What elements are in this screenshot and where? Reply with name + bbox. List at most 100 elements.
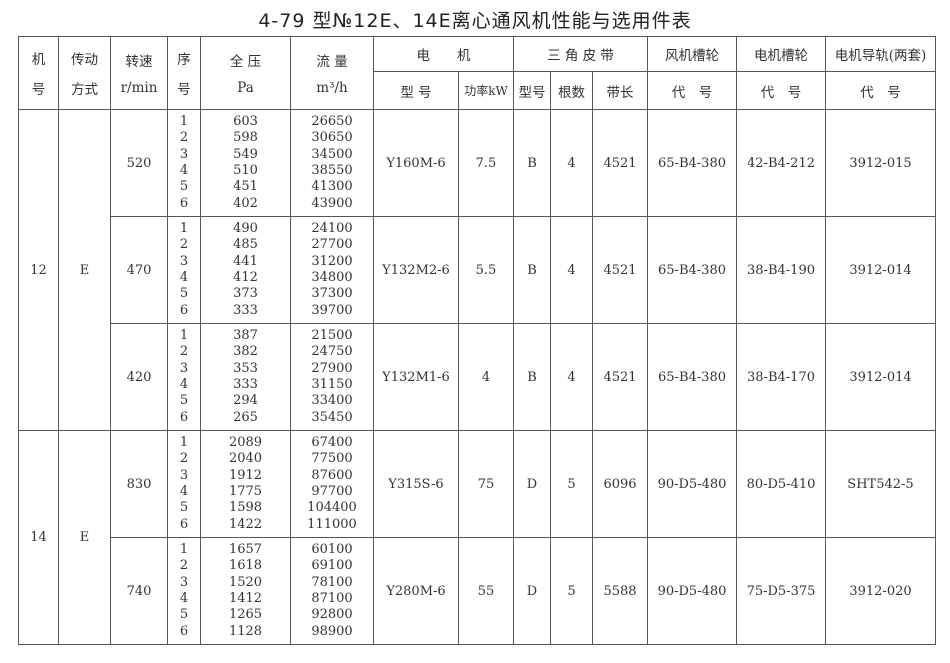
flow-cell-value: 27900: [311, 360, 353, 376]
seq-cell-value: 5: [179, 393, 189, 409]
seq-cell-value: 6: [179, 195, 189, 211]
flow-cell-value: 33400: [311, 393, 353, 409]
seq-cell-value: 4: [179, 377, 189, 392]
belt-type-cell: D: [513, 430, 551, 538]
flow-cell-value: 92800: [311, 607, 353, 623]
pressure-cell-value: 1412: [228, 591, 263, 606]
flow-cell-value: 41300: [311, 179, 353, 195]
pressure-cell-value: 333: [233, 377, 258, 392]
seq-cell-value: 1: [179, 435, 189, 451]
pressure-cell-value: 387: [233, 328, 258, 344]
pressure-cell-list: 1657 1618 1520 1412 1265 1128: [201, 542, 290, 640]
pressure-cell-value: 1657: [228, 542, 263, 558]
header-motor-pulley: 电机槽轮: [736, 36, 826, 72]
pressure-cell-value: 1598: [228, 500, 263, 516]
header-speed: 转速 r/min: [110, 36, 168, 110]
pressure-cell-value: 451: [233, 179, 258, 195]
flow-cell-value: 35450: [311, 409, 353, 425]
seq-cell-value: 2: [179, 130, 189, 146]
belt-count-cell: 4: [550, 109, 593, 217]
table-row: 420 1 2 3 4 5 6 387 382 353 333 294 265 21500 24750 279…: [19, 323, 936, 431]
pressure-cell-value: 2040: [228, 451, 263, 467]
pressure-cell-value: 373: [233, 286, 258, 302]
flow-cell-value: 31150: [311, 377, 353, 392]
seq-cell-value: 1: [179, 542, 189, 558]
header-belt-length: 带长: [592, 71, 648, 110]
header-motor-model: 型 号: [373, 71, 459, 110]
motor-rail-cell: 3912-015: [825, 109, 936, 217]
belt-count-cell: 5: [550, 430, 593, 538]
header-motor-rail-code: 代 号: [825, 71, 936, 110]
pressure-cell-value: 1775: [228, 484, 263, 499]
motor-model-cell: Y280M-6: [373, 537, 459, 645]
belt-count-cell: 5: [550, 537, 593, 645]
flow-cell: 67400 77500 87600 97700 104400 111000: [290, 430, 374, 538]
fan-pulley-cell: 65-B4-380: [647, 109, 737, 217]
belt-length-cell: 4521: [592, 109, 648, 217]
flow-cell-value: 98900: [311, 623, 353, 639]
motor-power-cell: 7.5: [458, 109, 514, 217]
flow-cell-list: 26650 30650 34500 38550 41300 43900: [291, 114, 373, 212]
pressure-cell-list: 490 485 441 412 373 333: [201, 221, 290, 319]
pressure-cell-value: 412: [233, 270, 258, 285]
pressure-cell-value: 1912: [228, 467, 263, 483]
pressure-cell: 2089 2040 1912 1775 1598 1422: [200, 430, 291, 538]
motor-power-cell: 55: [458, 537, 514, 645]
flow-cell-value: 69100: [311, 558, 353, 574]
flow-cell-value: 21500: [311, 328, 353, 344]
speed-cell: 830: [110, 430, 168, 538]
table-row: 740 1 2 3 4 5 6 1657 1618 1520 1412 1265 1128 60100 69…: [19, 537, 936, 645]
table-row: 12 E 520 1 2 3 4 5 6 603 598 549 510 451 402 26650 30650…: [18, 109, 936, 431]
speed-cell: 520: [110, 109, 168, 217]
pressure-cell-list: 603 598 549 510 451 402: [201, 114, 290, 212]
motor-pulley-cell: 42-B4-212: [736, 109, 826, 217]
flow-cell: 60100 69100 78100 87100 92800 98900: [290, 537, 374, 645]
motor-rail-cell: 3912-014: [825, 216, 936, 324]
fan-pulley-cell: 90-D5-480: [647, 537, 737, 645]
machine-no-cell: 12: [18, 109, 59, 431]
flow-cell: 24100 27700 31200 34800 37300 39700: [290, 216, 374, 324]
header-motor: 电 机: [373, 36, 514, 72]
belt-type-cell: B: [513, 323, 551, 431]
flow-cell-value: 78100: [311, 574, 353, 590]
pressure-cell: 1657 1618 1520 1412 1265 1128: [200, 537, 291, 645]
header-fan-pulley: 风机槽轮: [647, 36, 737, 72]
header-fan-pulley-code: 代 号: [647, 71, 737, 110]
header-belt-count: 根数: [550, 71, 593, 110]
seq-cell-value: 6: [179, 409, 189, 425]
seq-cell-value: 5: [179, 179, 189, 195]
fan-pulley-cell: 65-B4-380: [647, 323, 737, 431]
pressure-cell-value: 485: [233, 237, 258, 253]
drive-cell: E: [58, 430, 111, 645]
flow-cell-value: 67400: [311, 435, 353, 451]
seq-cell-value: 2: [179, 451, 189, 467]
header-machine-no: 机号: [18, 36, 59, 110]
flow-cell-value: 60100: [311, 542, 353, 558]
seq-cell-value: 5: [179, 286, 189, 302]
flow-cell-value: 104400: [307, 500, 357, 516]
flow-cell-value: 34500: [311, 146, 353, 162]
pressure-cell-value: 402: [233, 195, 258, 211]
flow-cell-value: 34800: [311, 270, 353, 285]
flow-cell-value: 97700: [311, 484, 353, 499]
flow-cell-value: 87600: [311, 467, 353, 483]
flow-cell: 21500 24750 27900 31150 33400 35450: [290, 323, 374, 431]
table-row: 14 E 830 1 2 3 4 5 6 2089 2040 1912 1775 1598 1422 6740…: [18, 430, 936, 645]
header-motor-rail: 电机导轨(两套): [825, 36, 936, 72]
motor-model-cell: Y132M1-6: [373, 323, 459, 431]
flow-cell-value: 39700: [311, 302, 353, 318]
motor-model-cell: Y160M-6: [373, 109, 459, 217]
flow-cell-value: 38550: [311, 163, 353, 178]
pressure-cell-value: 598: [233, 130, 258, 146]
pressure-cell-value: 603: [233, 114, 258, 130]
flow-cell-list: 67400 77500 87600 97700 104400 111000: [291, 435, 373, 533]
belt-type-cell: D: [513, 537, 551, 645]
seq-cell-value: 4: [179, 484, 189, 499]
flow-cell-value: 26650: [311, 114, 353, 130]
belt-count-cell: 4: [550, 216, 593, 324]
